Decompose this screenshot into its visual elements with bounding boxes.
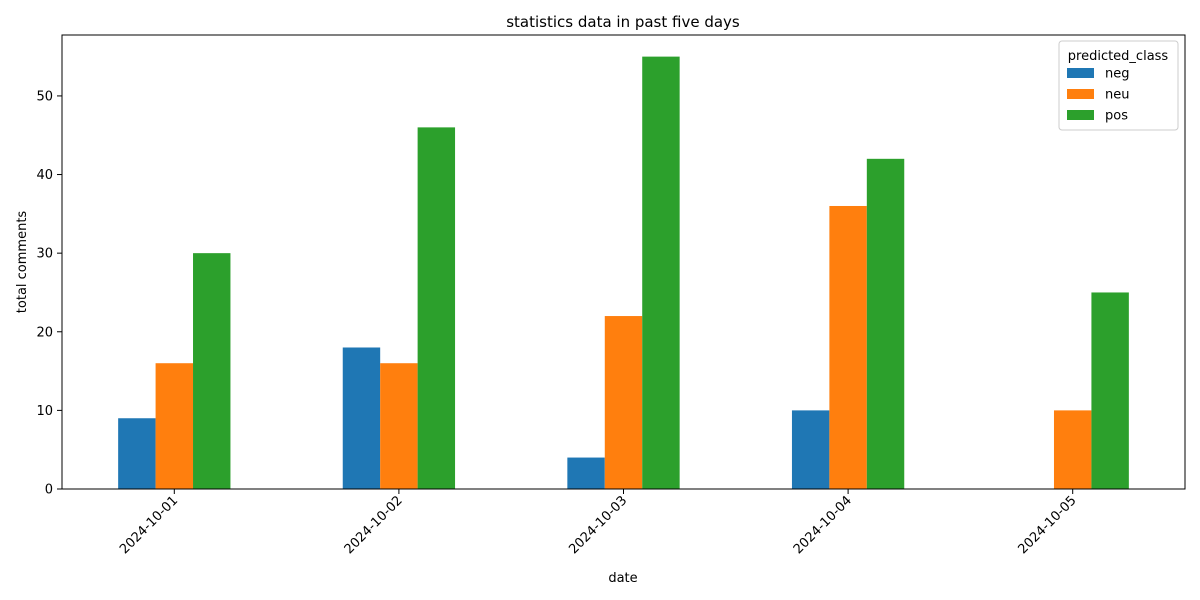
legend-swatch-pos — [1067, 110, 1094, 120]
x-tick-label: 2024-10-03 — [566, 493, 630, 557]
legend-label-neg: neg — [1105, 67, 1130, 82]
y-tick-label: 30 — [36, 247, 53, 262]
bar-neu-2024-10-04 — [829, 205, 867, 490]
y-tick-label: 50 — [36, 89, 53, 104]
bar-neu-2024-10-03 — [604, 316, 643, 489]
legend-box — [1058, 40, 1179, 131]
bar-neg-2024-10-02 — [342, 347, 381, 489]
bar-neg-2024-10-03 — [567, 457, 605, 489]
bar-pos-2024-10-03 — [642, 56, 680, 489]
chart-title: statistics data in past five days — [506, 13, 740, 31]
bar-pos-2024-10-01 — [193, 253, 231, 489]
bar-neu-2024-10-05 — [1053, 410, 1092, 489]
legend-swatch-neg — [1067, 68, 1094, 78]
y-tick-label: 0 — [45, 483, 53, 498]
x-tick-label: 2024-10-05 — [1015, 493, 1079, 557]
bar-neu-2024-10-01 — [155, 363, 194, 489]
x-tick-label: 2024-10-02 — [342, 493, 406, 557]
y-tick-label: 10 — [36, 404, 53, 419]
x-tick-label: 2024-10-04 — [791, 493, 855, 557]
plot-area — [61, 34, 1186, 490]
legend-swatch-neu — [1067, 89, 1094, 99]
bar-neu-2024-10-02 — [380, 363, 418, 489]
x-tick-label: 2024-10-01 — [117, 493, 181, 557]
legend: predicted_class neg neu pos — [1058, 40, 1179, 131]
legend-label-neu: neu — [1105, 88, 1129, 103]
y-axis-label: total comments — [15, 211, 30, 314]
y-axis: 0 10 20 30 40 50 — [36, 89, 62, 498]
x-axis-label: date — [608, 571, 637, 586]
legend-label-pos: pos — [1105, 109, 1128, 124]
legend-title: predicted_class — [1068, 49, 1169, 64]
y-tick-label: 20 — [36, 325, 53, 340]
bar-pos-2024-10-02 — [417, 127, 456, 490]
bar-pos-2024-10-04 — [866, 158, 905, 489]
bar-neg-2024-10-04 — [791, 410, 830, 489]
bar-neg-2024-10-01 — [118, 418, 156, 489]
x-axis: 2024-10-01 2024-10-02 2024-10-03 2024-10-04… — [117, 489, 1080, 557]
legend-entries: neg neu pos — [1067, 67, 1130, 124]
bar-pos-2024-10-05 — [1091, 292, 1129, 489]
y-tick-label: 40 — [36, 168, 53, 183]
